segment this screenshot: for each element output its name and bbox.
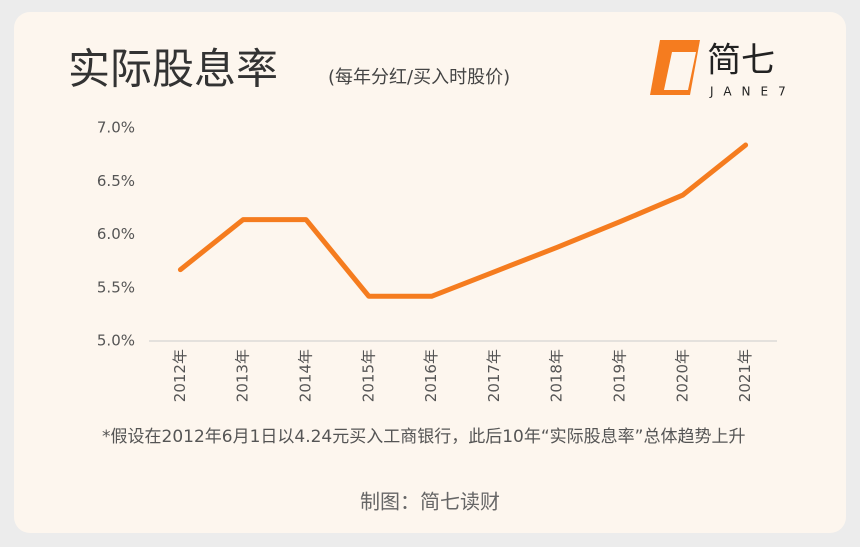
chart-title: 实际股息率 <box>68 45 278 94</box>
x-tick-label: 2019年 <box>611 349 629 402</box>
x-tick-label: 2012年 <box>171 349 189 402</box>
x-tick-label: 2016年 <box>422 349 440 402</box>
x-tick-label: 2014年 <box>297 349 315 402</box>
logo-name: 简七 <box>707 41 775 81</box>
y-tick-label: 6.0% <box>97 225 135 243</box>
chart-subtitle: (每年分红/买入时股价) <box>328 67 510 88</box>
logo-text: JANE7 <box>709 85 796 99</box>
y-tick-label: 7.0% <box>97 119 135 137</box>
logo-cut <box>664 52 696 90</box>
footnote: *假设在2012年6月1日以4.24元买入工商银行，此后10年“实际股息率”总体… <box>102 427 746 447</box>
x-tick-label: 2021年 <box>736 349 754 402</box>
y-tick-label: 5.0% <box>97 332 135 350</box>
x-tick-label: 2018年 <box>548 349 566 402</box>
line <box>177 142 749 299</box>
x-tick-label: 2017年 <box>485 349 503 402</box>
credit: 制图：简七读财 <box>360 490 500 514</box>
y-tick-label: 5.5% <box>97 278 135 296</box>
x-tick-label: 2015年 <box>359 349 377 402</box>
y-tick-label: 6.5% <box>97 172 135 190</box>
x-tick-label: 2020年 <box>673 349 691 402</box>
x-tick-label: 2013年 <box>234 349 252 402</box>
card <box>14 12 846 533</box>
